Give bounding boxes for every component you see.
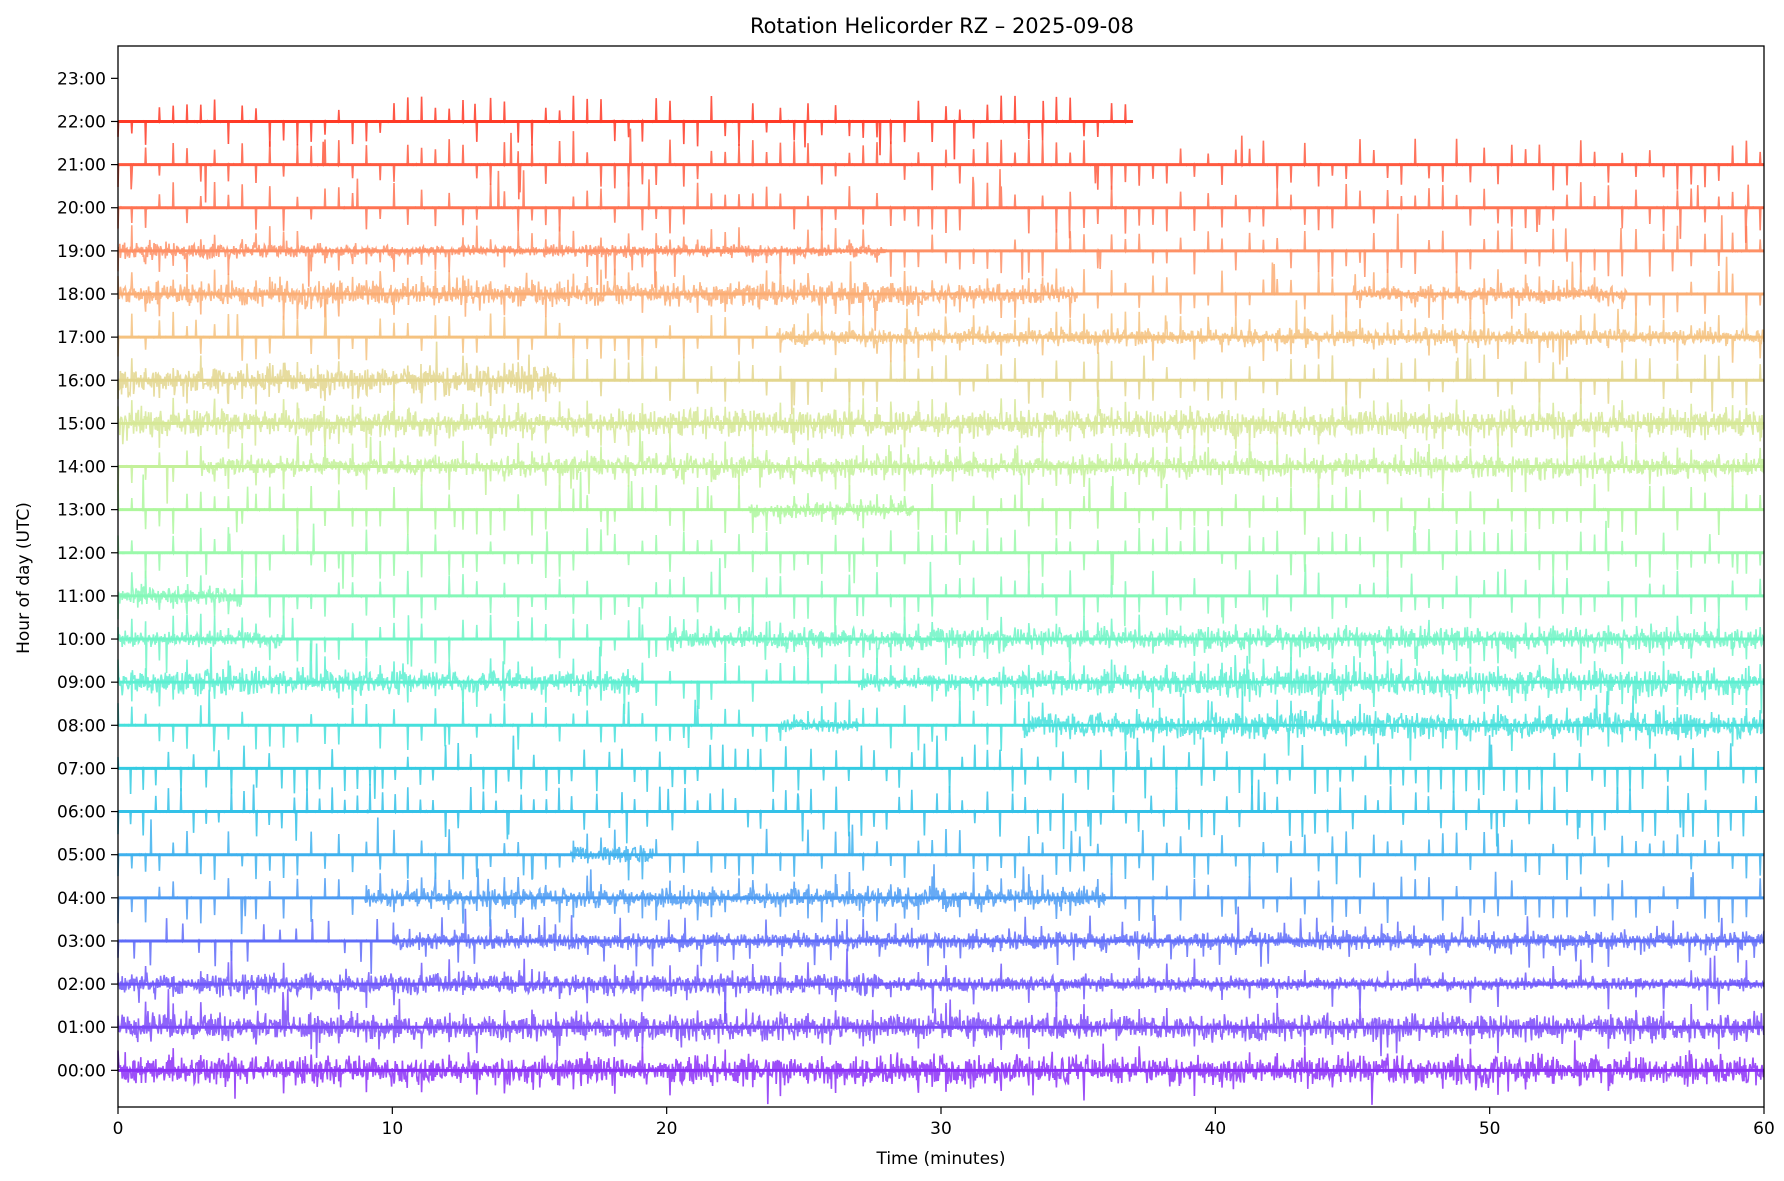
y-tick-label: 19:00: [57, 242, 106, 262]
x-tick-label: 40: [1205, 1119, 1227, 1139]
y-tick-label: 23:00: [57, 69, 106, 89]
x-tick-label: 10: [382, 1119, 404, 1139]
y-tick-label: 11:00: [57, 587, 106, 607]
y-tick-label: 03:00: [57, 932, 106, 952]
x-tick-label: 30: [930, 1119, 952, 1139]
y-tick-label: 17:00: [57, 328, 106, 348]
trace-hour-00: [117, 1040, 1765, 1105]
y-axis: 00:00 01:00 02:00 03:00 04:00 05:00 06:00 07:00…: [57, 69, 118, 1081]
y-tick-label: 21:00: [57, 156, 106, 176]
x-tick-label: 50: [1479, 1119, 1501, 1139]
y-tick-label: 05:00: [57, 846, 106, 866]
y-tick-label: 07:00: [57, 759, 106, 779]
y-axis-label: Hour of day (UTC): [14, 502, 34, 654]
y-tick-label: 00:00: [57, 1061, 106, 1081]
y-tick-label: 20:00: [57, 199, 106, 219]
trace-hour-14: [117, 429, 1765, 504]
y-tick-label: 13:00: [57, 501, 106, 521]
trace-hour-01: [117, 989, 1765, 1061]
x-axis: 0 10 20 30 40 50 60: [113, 1107, 1775, 1139]
traces-group: [117, 95, 1765, 1105]
y-tick-label: 01:00: [57, 1018, 106, 1038]
y-tick-label: 06:00: [57, 803, 106, 823]
chart-title: Rotation Helicorder RZ – 2025-09-08: [750, 14, 1134, 38]
y-tick-label: 04:00: [57, 889, 106, 909]
y-tick-label: 14:00: [57, 458, 106, 478]
y-tick-label: 12:00: [57, 544, 106, 564]
y-tick-label: 16:00: [57, 371, 106, 391]
x-tick-label: 20: [656, 1119, 678, 1139]
y-tick-label: 09:00: [57, 673, 106, 693]
y-tick-label: 10:00: [57, 630, 106, 650]
y-tick-label: 08:00: [57, 716, 106, 736]
trace-hour-09: [117, 643, 1765, 715]
x-tick-label: 0: [113, 1119, 124, 1139]
y-tick-label: 15:00: [57, 414, 106, 434]
x-tick-label: 60: [1753, 1119, 1775, 1139]
y-tick-label: 22:00: [57, 112, 106, 132]
x-axis-label: Time (minutes): [875, 1149, 1005, 1169]
y-tick-label: 02:00: [57, 975, 106, 995]
y-tick-label: 18:00: [57, 285, 106, 305]
